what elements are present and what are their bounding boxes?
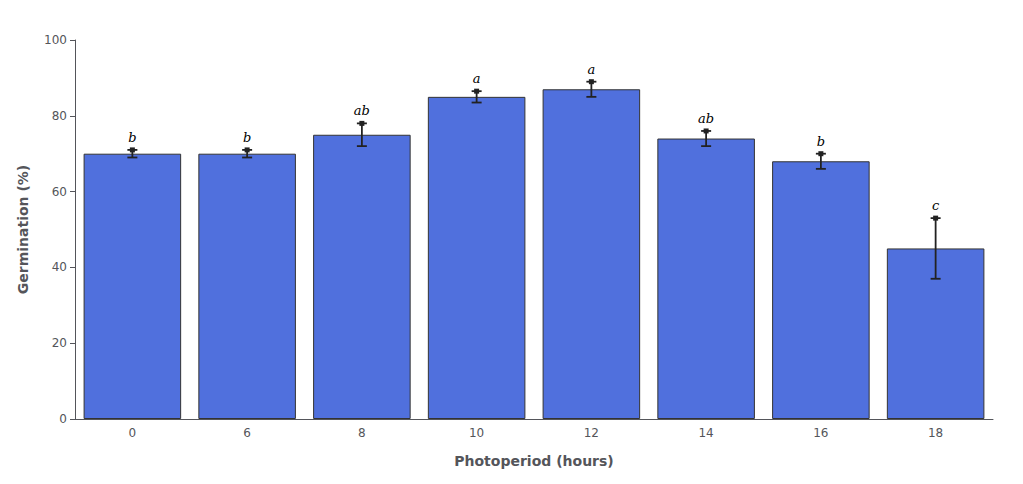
svg-text:ab: ab [698, 111, 714, 126]
svg-text:100: 100 [44, 33, 67, 47]
svg-text:40: 40 [52, 260, 67, 274]
svg-text:14: 14 [698, 426, 713, 440]
svg-text:0: 0 [59, 412, 67, 426]
svg-text:18: 18 [928, 426, 943, 440]
svg-text:c: c [932, 198, 940, 213]
svg-text:a: a [587, 62, 595, 77]
svg-text:10: 10 [469, 426, 484, 440]
svg-text:6: 6 [243, 426, 251, 440]
svg-text:12: 12 [584, 426, 599, 440]
svg-text:Photoperiod (hours): Photoperiod (hours) [454, 453, 613, 469]
svg-text:b: b [817, 134, 825, 149]
svg-text:0: 0 [129, 426, 137, 440]
svg-text:b: b [128, 130, 136, 145]
svg-text:b: b [243, 130, 251, 145]
svg-text:Germination (%): Germination (%) [15, 165, 31, 294]
svg-text:16: 16 [813, 426, 828, 440]
svg-text:a: a [473, 71, 481, 86]
svg-text:ab: ab [354, 103, 370, 118]
svg-text:80: 80 [52, 109, 67, 123]
svg-text:20: 20 [52, 336, 67, 350]
svg-text:8: 8 [358, 426, 366, 440]
svg-text:60: 60 [52, 185, 67, 199]
